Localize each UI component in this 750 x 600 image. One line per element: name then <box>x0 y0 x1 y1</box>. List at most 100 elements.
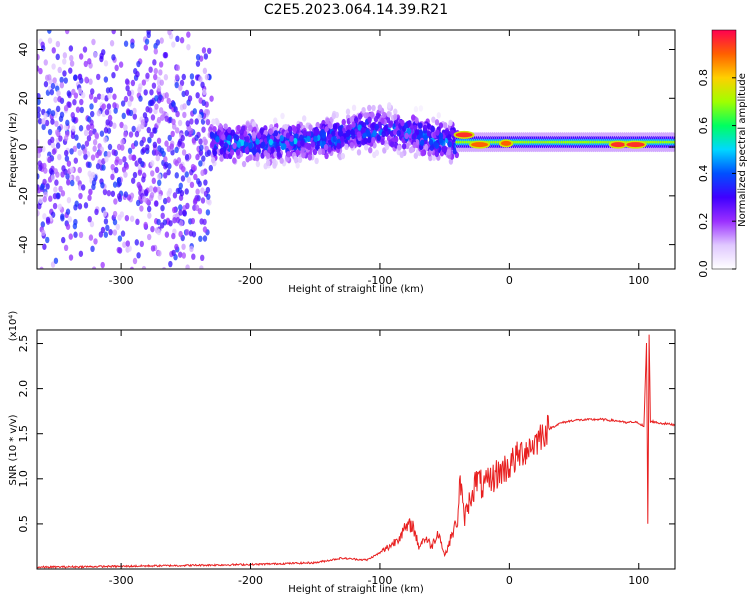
spectral-cell <box>153 67 158 75</box>
spectral-cell <box>151 82 157 89</box>
spectral-cell <box>161 266 167 269</box>
spectral-cell <box>132 257 138 265</box>
spectral-cell <box>50 82 56 90</box>
snr-y-label: SNR (10 * v/v) <box>8 414 19 485</box>
spectral-cell <box>104 108 110 116</box>
spectral-peak <box>471 142 489 148</box>
spectral-cell <box>173 254 178 261</box>
spectral-cell <box>242 130 248 137</box>
spectral-cell <box>40 221 46 228</box>
spectral-cell <box>51 148 57 155</box>
spectral-cell <box>210 140 215 148</box>
spectral-cell <box>124 78 130 85</box>
spectral-cell <box>111 149 116 156</box>
spectral-cell <box>195 153 200 161</box>
spectral-cell <box>110 190 116 197</box>
spectral-cell <box>200 187 205 194</box>
spectral-cell <box>59 76 64 84</box>
spectral-cell <box>100 93 105 101</box>
spectral-cell <box>181 252 187 259</box>
spectral-cell <box>438 132 444 140</box>
spectral-cell <box>167 30 172 36</box>
spectral-cell <box>99 55 104 63</box>
spectral-cell <box>103 218 109 225</box>
colorbar-gradient <box>711 29 737 270</box>
spectral-cell <box>230 129 235 136</box>
spectral-cell <box>150 99 155 107</box>
spectral-cell <box>71 88 76 96</box>
spectral-cell <box>80 92 86 99</box>
spectral-cell <box>124 214 130 222</box>
spectral-cell <box>152 141 158 149</box>
spectral-cell <box>96 93 102 100</box>
spectral-cell <box>159 79 164 86</box>
spectral-cell <box>130 177 136 184</box>
spectral-cell <box>174 81 179 89</box>
spectral-cell <box>66 90 72 97</box>
spectral-cell <box>202 218 207 226</box>
spectral-cell <box>166 97 171 105</box>
spectral-cell <box>134 0 138 2</box>
spectral-cell <box>313 135 318 143</box>
spectral-cell <box>209 95 214 102</box>
spectral-cell <box>85 17 89 23</box>
spectral-cell <box>184 130 189 137</box>
spectral-cell <box>283 123 289 131</box>
spectral-cell <box>39 10 43 16</box>
spectral-cell <box>184 188 189 195</box>
spectral-cell <box>132 107 137 115</box>
snr-y-ticks: 0.5 1.0 1.5 2.0 2.5 <box>17 335 675 533</box>
spectral-cell <box>207 47 212 55</box>
spectral-cell <box>404 132 409 140</box>
spectral-cell <box>396 130 401 137</box>
spectral-cell <box>83 202 89 209</box>
spectral-cell <box>66 179 71 186</box>
spectral-cell <box>452 147 458 155</box>
spectral-cell <box>178 209 183 216</box>
spectral-cell <box>369 111 375 118</box>
spectral-cell <box>93 96 98 104</box>
spectral-cell <box>272 162 277 169</box>
spectral-cell <box>154 103 159 110</box>
spectral-cell <box>254 154 260 162</box>
spectral-cell <box>151 177 156 185</box>
spectral-cell <box>201 126 206 133</box>
spectral-cell <box>106 151 112 158</box>
spectral-cell <box>69 60 75 67</box>
spectral-cell <box>67 216 73 223</box>
spectral-cell <box>399 151 404 159</box>
colorbar-tick-label: 0.6 <box>697 117 710 135</box>
spectral-cell <box>73 157 78 164</box>
spectral-cell <box>66 196 72 204</box>
spectral-cell <box>103 231 109 238</box>
spectral-cell <box>178 204 183 211</box>
spectral-cell <box>202 67 208 75</box>
spectral-cell <box>229 149 235 156</box>
spectral-cell <box>108 228 113 236</box>
spectral-cell <box>72 98 77 106</box>
spectral-cell <box>212 126 217 133</box>
spectral-cell <box>88 93 94 100</box>
spectral-cell <box>400 119 405 127</box>
spectral-cell <box>171 232 176 240</box>
spectrogram-x-tick-label: -300 <box>109 274 134 287</box>
spectral-cell <box>155 166 160 174</box>
spectral-cell <box>93 238 98 245</box>
spectral-cell <box>182 103 187 110</box>
spectral-cell <box>393 108 398 115</box>
spectral-cell <box>129 266 135 269</box>
spectral-cell <box>450 129 455 136</box>
spectral-cell <box>240 125 246 132</box>
spectral-cell <box>112 229 118 236</box>
spectral-cell <box>235 149 241 156</box>
spectral-cell <box>47 37 53 44</box>
spectral-cell <box>112 122 117 129</box>
spectral-cell <box>114 159 119 166</box>
spectral-cell <box>168 220 173 227</box>
spectral-cell <box>390 141 395 148</box>
spectral-cell <box>149 192 155 199</box>
spectral-cell <box>124 163 130 170</box>
spectral-cell <box>119 211 125 218</box>
spectral-cell <box>155 39 161 46</box>
spectral-cell <box>147 136 152 144</box>
